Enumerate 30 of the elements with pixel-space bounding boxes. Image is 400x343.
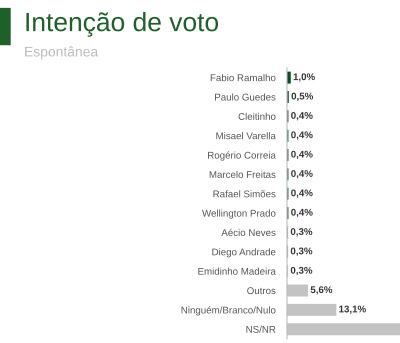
y-tick-label: Diego Andrade xyxy=(212,248,276,258)
data-label: 13,1% xyxy=(339,306,366,314)
data-label: 0,4% xyxy=(291,189,313,198)
y-tick-label: Fabio Ramalho xyxy=(210,74,276,82)
y-tick-label: Outros xyxy=(247,287,276,294)
y-tick-label: Ninguém/Branco/Nulo xyxy=(182,306,276,316)
data-label: 5,6% xyxy=(310,286,332,295)
y-tick-label: Misael Varella xyxy=(216,132,276,140)
data-label: 0,4% xyxy=(291,150,313,160)
y-tick-label: Aécio Neves xyxy=(221,228,276,236)
y-tick-label: Rafael Simões xyxy=(213,190,276,198)
data-label: 0,5% xyxy=(292,92,314,101)
data-label: 0,4% xyxy=(291,131,313,140)
chart-title: Intenção de voto xyxy=(26,12,218,37)
bar xyxy=(287,72,291,84)
data-label: 0,4% xyxy=(291,208,313,218)
data-label: 1,0% xyxy=(294,73,315,82)
y-tick-label: Paulo Guedes xyxy=(215,93,276,101)
y-tick-label: NS/NR xyxy=(246,326,276,333)
data-label: 0,3% xyxy=(290,228,312,236)
text: Espontânea xyxy=(25,46,98,60)
data-label: 0,3% xyxy=(290,248,312,256)
y-tick-label: Emidinho Madeira xyxy=(198,268,276,275)
y-tick-label: Marcelo Freitas xyxy=(210,170,276,178)
y-tick-label: Cleitinho xyxy=(238,112,276,120)
data-label: 0,4% xyxy=(291,170,313,178)
data-label: 0,4% xyxy=(291,112,313,120)
y-tick-label: Rogério Correia xyxy=(208,151,276,161)
y-tick-label: Wellington Prado xyxy=(202,210,276,219)
data-label: 0,3% xyxy=(290,266,312,276)
